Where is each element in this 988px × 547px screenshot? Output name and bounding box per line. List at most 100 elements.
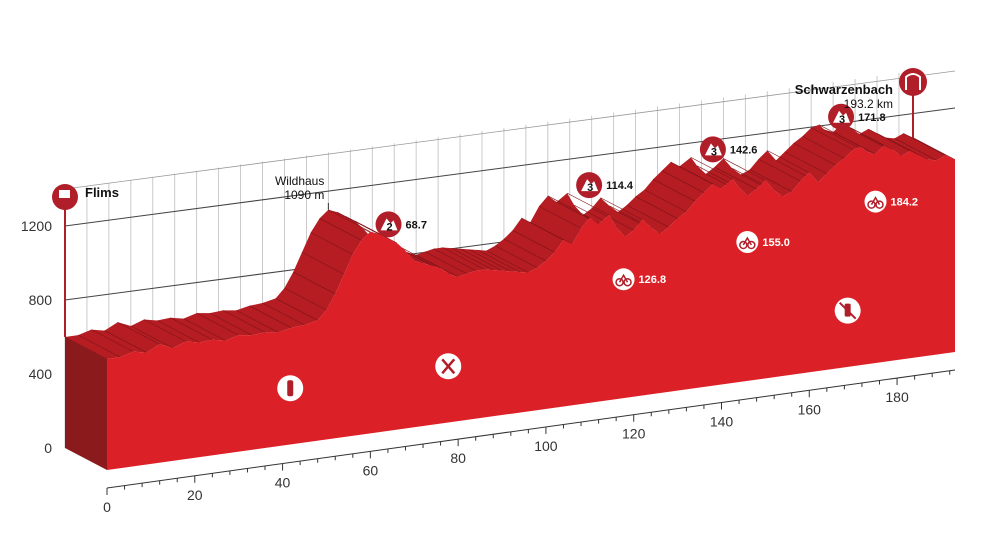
ridge-hatch xyxy=(661,170,705,193)
ridge-hatch xyxy=(117,322,160,345)
profile-side-wall xyxy=(65,337,107,470)
knife-shape xyxy=(441,358,456,375)
x-tick-label: 0 xyxy=(103,499,111,515)
ridge-hatch xyxy=(749,169,792,192)
ridge-hatch xyxy=(236,310,279,333)
ridge-hatch xyxy=(424,251,468,275)
ridge-hatch xyxy=(354,220,397,244)
ridge-hatch xyxy=(415,254,459,278)
ridge-hatch xyxy=(653,179,696,202)
ridge-hatch xyxy=(758,158,801,182)
finish-arch-icon xyxy=(899,68,927,96)
x-tick-label: 40 xyxy=(275,475,291,491)
climb-category-label: 3 xyxy=(711,146,717,158)
profile-front-face xyxy=(65,145,955,471)
mountain-shape xyxy=(833,110,851,123)
ridge-hatch xyxy=(767,150,810,173)
climb-km-label: 114.4 xyxy=(606,180,634,192)
x-axis-line xyxy=(106,369,956,489)
summit-name-label: Wildhaus xyxy=(275,174,324,188)
y-tick-label: 1200 xyxy=(21,218,52,234)
grid-elevation-line xyxy=(64,107,956,227)
climb-category-label: 3 xyxy=(587,182,593,194)
bike-wheel-shape xyxy=(867,200,876,209)
ridge-hatch xyxy=(784,151,827,175)
x-tick-label: 180 xyxy=(885,389,909,405)
start-town-label: Flims xyxy=(85,185,119,200)
ridge-hatch xyxy=(547,195,590,219)
ridge-hatch xyxy=(183,318,226,341)
mountain-shape xyxy=(380,218,398,231)
ridge-hatch xyxy=(644,189,687,213)
ridge-hatch xyxy=(249,305,292,329)
ridge-hatch xyxy=(538,206,582,229)
ridge-hatch xyxy=(275,298,318,321)
profile-top-surface xyxy=(65,123,955,359)
y-tick-label: 800 xyxy=(29,292,53,308)
sprint-km-label: 126.8 xyxy=(639,274,667,286)
climb-km-label: 142.6 xyxy=(730,144,758,156)
ridge-hatch xyxy=(143,319,187,342)
ridge-hatch xyxy=(293,271,336,295)
ridge-hatch xyxy=(894,138,937,161)
x-tick-label: 120 xyxy=(622,426,646,442)
grid-top-line xyxy=(64,70,956,190)
ridge-hatch xyxy=(850,127,893,151)
climb-category-label: 2 xyxy=(386,221,392,233)
ridge-hatch xyxy=(442,247,485,270)
finish-arch-shape xyxy=(905,73,921,90)
ridge-hatch xyxy=(635,196,678,219)
ridge-hatch xyxy=(486,250,529,273)
x-tick-label: 100 xyxy=(534,438,558,454)
finish-distance-label: 193.2 km xyxy=(844,97,893,111)
ridge-hatch xyxy=(885,137,928,160)
ridge-hatch xyxy=(832,131,876,155)
ridge-hatch xyxy=(328,209,371,232)
bike-wheel-shape xyxy=(747,240,756,250)
ridge-hatch xyxy=(912,137,956,160)
sprint-km-label: 184.2 xyxy=(890,197,918,209)
ridge-hatch xyxy=(196,312,239,336)
summit-elevation-label: 1090 m xyxy=(284,188,324,202)
sprint-bike-icon xyxy=(612,268,635,291)
ridge-hatch xyxy=(503,238,547,262)
strike-shape xyxy=(838,301,857,320)
ridge-hatch xyxy=(130,325,173,349)
ridge-hatch xyxy=(398,245,441,269)
bike-frame-shape xyxy=(618,273,629,283)
climb-category-label: 3 xyxy=(839,114,845,126)
markers xyxy=(52,68,927,402)
ridge-hatch xyxy=(468,249,511,272)
x-tick-label: 140 xyxy=(710,413,734,429)
profile-front-fill xyxy=(107,145,955,471)
ridge-hatch xyxy=(679,166,722,189)
ridge-hatch xyxy=(310,232,353,255)
x-tick-label: 20 xyxy=(187,487,203,503)
ridge-hatch xyxy=(566,192,610,216)
bottle-shape xyxy=(287,380,294,397)
sprint-bike-icon xyxy=(864,190,887,213)
ridge-hatch xyxy=(714,166,757,190)
ridge-hatch xyxy=(222,310,266,333)
mountain-shape xyxy=(704,143,722,156)
finish-town-label: Schwarzenbach xyxy=(795,82,893,97)
y-tick-label: 400 xyxy=(29,366,53,382)
ridge-hatch xyxy=(530,222,573,245)
checkered-flag-icon xyxy=(59,190,70,198)
ridge-hatch xyxy=(690,157,734,180)
ridge-hatch xyxy=(459,248,503,271)
ridge-hatch xyxy=(262,302,305,326)
bike-wheel-shape xyxy=(615,277,624,287)
ridge-hatch xyxy=(451,247,494,271)
ridge-hatch xyxy=(319,218,362,241)
ridge-hatch xyxy=(477,249,520,273)
x-tick-label: 60 xyxy=(363,462,379,478)
axes: 0 400 800 1200 0 20 40 60 80 100 120 140 160 180 xyxy=(21,218,956,515)
ridge-hatch xyxy=(170,317,213,340)
sprint-bike-icon xyxy=(736,231,759,254)
sprint-km-label: 155.0 xyxy=(762,237,790,249)
mountain-shape xyxy=(581,179,599,192)
climb-km-label: 171.8 xyxy=(858,112,886,124)
